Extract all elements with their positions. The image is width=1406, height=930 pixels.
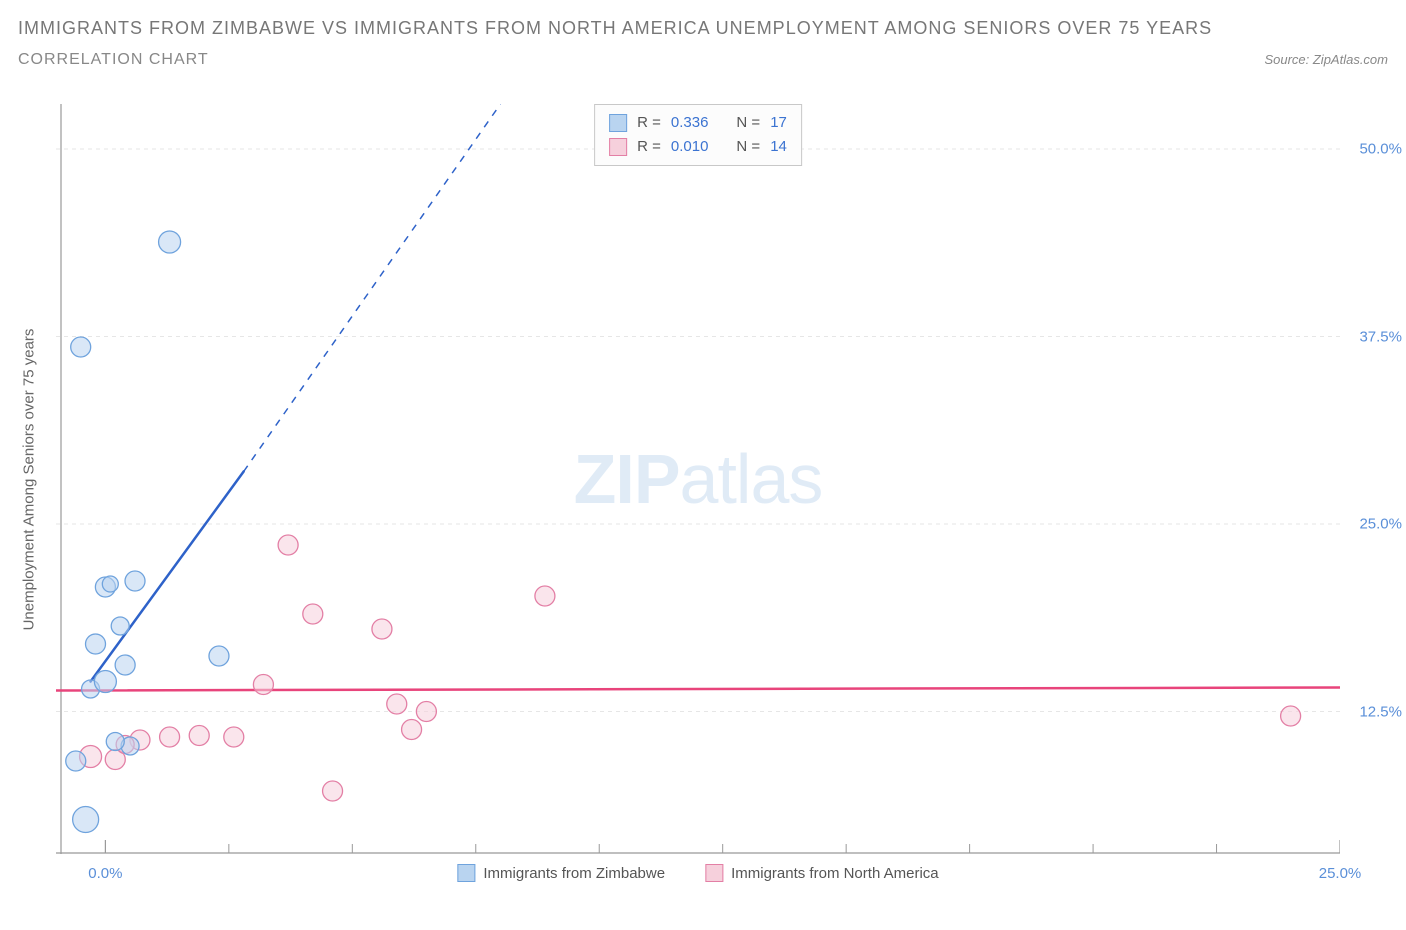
legend-swatch [705,864,723,882]
legend-label: Immigrants from North America [731,865,939,882]
stat-r-value: 0.010 [671,135,709,159]
stat-n-label: N = [736,111,760,135]
y-axis-label: Unemployment Among Seniors over 75 years [14,104,44,854]
series-legend: Immigrants from Zimbabwe Immigrants from … [457,864,938,882]
legend-item: Immigrants from Zimbabwe [457,864,665,882]
scatter-plot [56,104,1340,854]
y-tick-label: 25.0% [1359,516,1402,533]
source-name: ZipAtlas.com [1313,52,1388,67]
stat-r-value: 0.336 [671,111,709,135]
chart-area: ZIPatlas R = 0.336N = 17R = 0.010N = 14 … [56,104,1340,854]
chart-header: IMMIGRANTS FROM ZIMBABWE VS IMMIGRANTS F… [0,0,1406,69]
stat-n-value: 14 [770,135,787,159]
source-attribution: Source: ZipAtlas.com [1264,52,1388,67]
stats-row: R = 0.336 N = 17 [609,111,787,135]
y-tick-label: 50.0% [1359,141,1402,158]
correlation-stats-box: R = 0.336 N = 17 R = 0.010 N = 14 [594,104,802,166]
x-tick-label: 25.0% [1319,865,1362,882]
legend-swatch [609,138,627,156]
x-tick-label: 0.0% [88,865,122,882]
chart-title: IMMIGRANTS FROM ZIMBABWE VS IMMIGRANTS F… [18,14,1388,43]
legend-swatch [457,864,475,882]
y-tick-label: 12.5% [1359,703,1402,720]
stat-n-label: N = [736,135,760,159]
stat-n-value: 17 [770,111,787,135]
stat-r-label: R = [637,111,661,135]
stat-r-label: R = [637,135,661,159]
source-prefix: Source: [1264,52,1312,67]
stats-row: R = 0.010 N = 14 [609,135,787,159]
legend-label: Immigrants from Zimbabwe [483,865,665,882]
subtitle-row: CORRELATION CHART Source: ZipAtlas.com [18,51,1388,69]
legend-swatch [609,114,627,132]
legend-item: Immigrants from North America [705,864,939,882]
y-tick-label: 37.5% [1359,328,1402,345]
chart-subtitle: CORRELATION CHART [18,51,209,69]
